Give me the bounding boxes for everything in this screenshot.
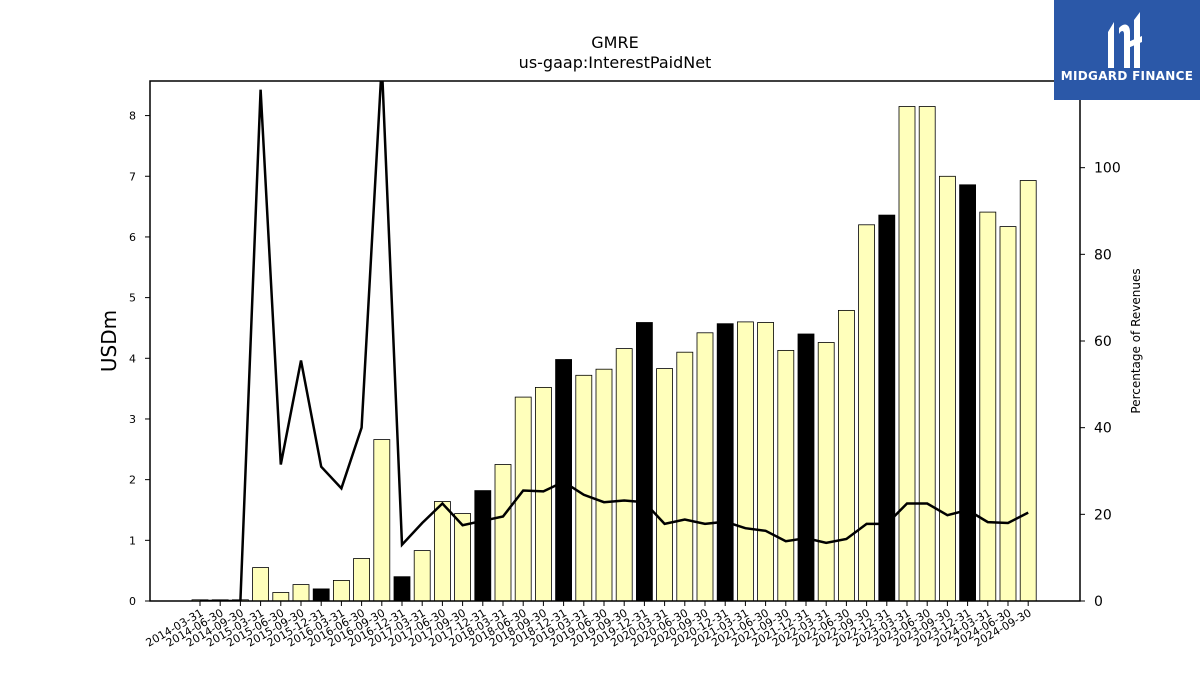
- bars: [191, 106, 1037, 602]
- bar-2020-09-30: [696, 332, 714, 602]
- y2-tick-label: 0: [1094, 594, 1103, 610]
- y2-tick-label: 40: [1094, 421, 1112, 437]
- y2-tick-label: 20: [1094, 507, 1112, 523]
- chart-title: GMRE: [591, 33, 638, 52]
- y2-tick-label: 100: [1094, 161, 1121, 177]
- y-tick-label: 3: [129, 413, 136, 426]
- bar-2015-12-31: [312, 588, 330, 602]
- bar-2018-03-31: [494, 464, 512, 602]
- y2-tick-label: 80: [1094, 247, 1112, 263]
- y-axis-right: 0 20 40 60 80 100: [1080, 161, 1121, 610]
- bar-2017-03-31: [413, 550, 431, 602]
- y2-tick-label: 60: [1094, 334, 1112, 350]
- logo-text: MIDGARD FINANCE: [1060, 69, 1194, 83]
- bar-2016-06-30: [353, 558, 371, 602]
- bar-2016-03-31: [332, 580, 350, 602]
- bar-2022-12-31: [878, 214, 896, 602]
- brand-logo: MIDGARD FINANCE: [1054, 0, 1200, 100]
- bar-2017-12-31: [474, 490, 492, 602]
- bar-2016-09-30: [373, 439, 391, 602]
- bar-2017-09-30: [454, 513, 472, 602]
- x-axis: 2014-03-312014-06-302014-09-302015-03-31…: [144, 601, 1034, 650]
- bar-2020-12-31: [716, 323, 734, 602]
- bar-2016-12-31: [393, 576, 411, 602]
- percentage-line: [200, 81, 1029, 601]
- bar-2015-03-31: [252, 567, 270, 602]
- bar-2020-03-31: [656, 368, 673, 602]
- bar-2017-06-30: [433, 501, 451, 602]
- bar-2021-06-30: [757, 322, 774, 602]
- bar-2021-09-30: [777, 349, 795, 602]
- bar-2023-09-30: [939, 175, 956, 602]
- y-tick-label: 1: [129, 534, 136, 547]
- bar-2015-09-30: [292, 584, 310, 602]
- bar-2022-09-30: [858, 224, 875, 602]
- bar-2024-06-30: [999, 226, 1017, 602]
- y2-axis-label: Percentage of Revenues: [1129, 268, 1143, 413]
- bar-2019-06-30: [595, 368, 613, 602]
- bar-2021-03-31: [737, 321, 754, 602]
- midgard-logo-icon: [1108, 12, 1142, 68]
- bar-2020-06-30: [676, 351, 694, 602]
- y-tick-label: 6: [129, 231, 136, 244]
- bar-2023-03-31: [898, 106, 916, 602]
- bar-2015-06-30: [272, 592, 290, 602]
- bar-2024-03-31: [979, 211, 997, 602]
- bar-2023-12-31: [959, 184, 976, 602]
- y-tick-label: 2: [129, 474, 136, 487]
- bar-2018-12-31: [555, 359, 572, 602]
- chart-subtitle: us-gaap:InterestPaidNet: [519, 53, 712, 72]
- y-tick-label: 4: [129, 352, 136, 365]
- bar-2021-12-31: [797, 333, 815, 602]
- bar-2023-06-30: [918, 106, 936, 602]
- y-tick-label: 7: [129, 170, 136, 183]
- bar-2024-09-30: [1019, 180, 1037, 602]
- bar-2019-03-31: [575, 374, 593, 602]
- y-axis-left: 0 1 2 3 4 5 6 7 8: [129, 110, 150, 608]
- bar-2019-12-31: [636, 322, 653, 602]
- bar-2019-09-30: [615, 348, 633, 602]
- bar-2022-06-30: [838, 309, 855, 602]
- y-tick-label: 0: [129, 595, 136, 608]
- y-tick-label: 5: [129, 292, 136, 305]
- bar-2022-03-31: [817, 342, 835, 602]
- bar-2018-09-30: [535, 386, 552, 602]
- y-tick-label: 8: [129, 110, 136, 123]
- y-axis-label: USDm: [97, 310, 121, 372]
